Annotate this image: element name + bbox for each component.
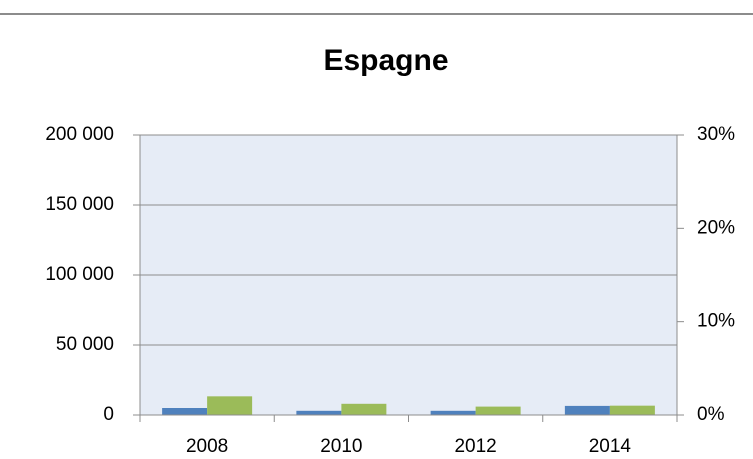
- bar: [207, 396, 253, 415]
- y-tick-label: 50 000: [56, 334, 114, 355]
- y2-tick-label: 20%: [697, 217, 735, 238]
- bar: [609, 405, 655, 415]
- y2-tick-label: 10%: [697, 311, 735, 332]
- bar: [341, 403, 387, 415]
- bar: [296, 410, 342, 415]
- bar: [564, 405, 610, 415]
- x-tick-label: 2014: [589, 436, 632, 457]
- x-tick-label: 2008: [186, 436, 228, 457]
- bar: [430, 410, 476, 415]
- x-tick-label: 2010: [320, 436, 362, 457]
- y-tick-label: 100 000: [45, 264, 114, 285]
- y2-tick-label: 0%: [697, 404, 725, 425]
- y-tick-label: 150 000: [45, 194, 114, 215]
- x-tick-label: 2012: [454, 436, 496, 457]
- y-tick-label: 200 000: [45, 124, 114, 145]
- bar: [475, 406, 521, 415]
- y2-tick-label: 30%: [697, 124, 735, 145]
- y-tick-label: 0: [103, 404, 114, 425]
- bar: [162, 408, 208, 415]
- chart-title: Espagne: [323, 44, 448, 77]
